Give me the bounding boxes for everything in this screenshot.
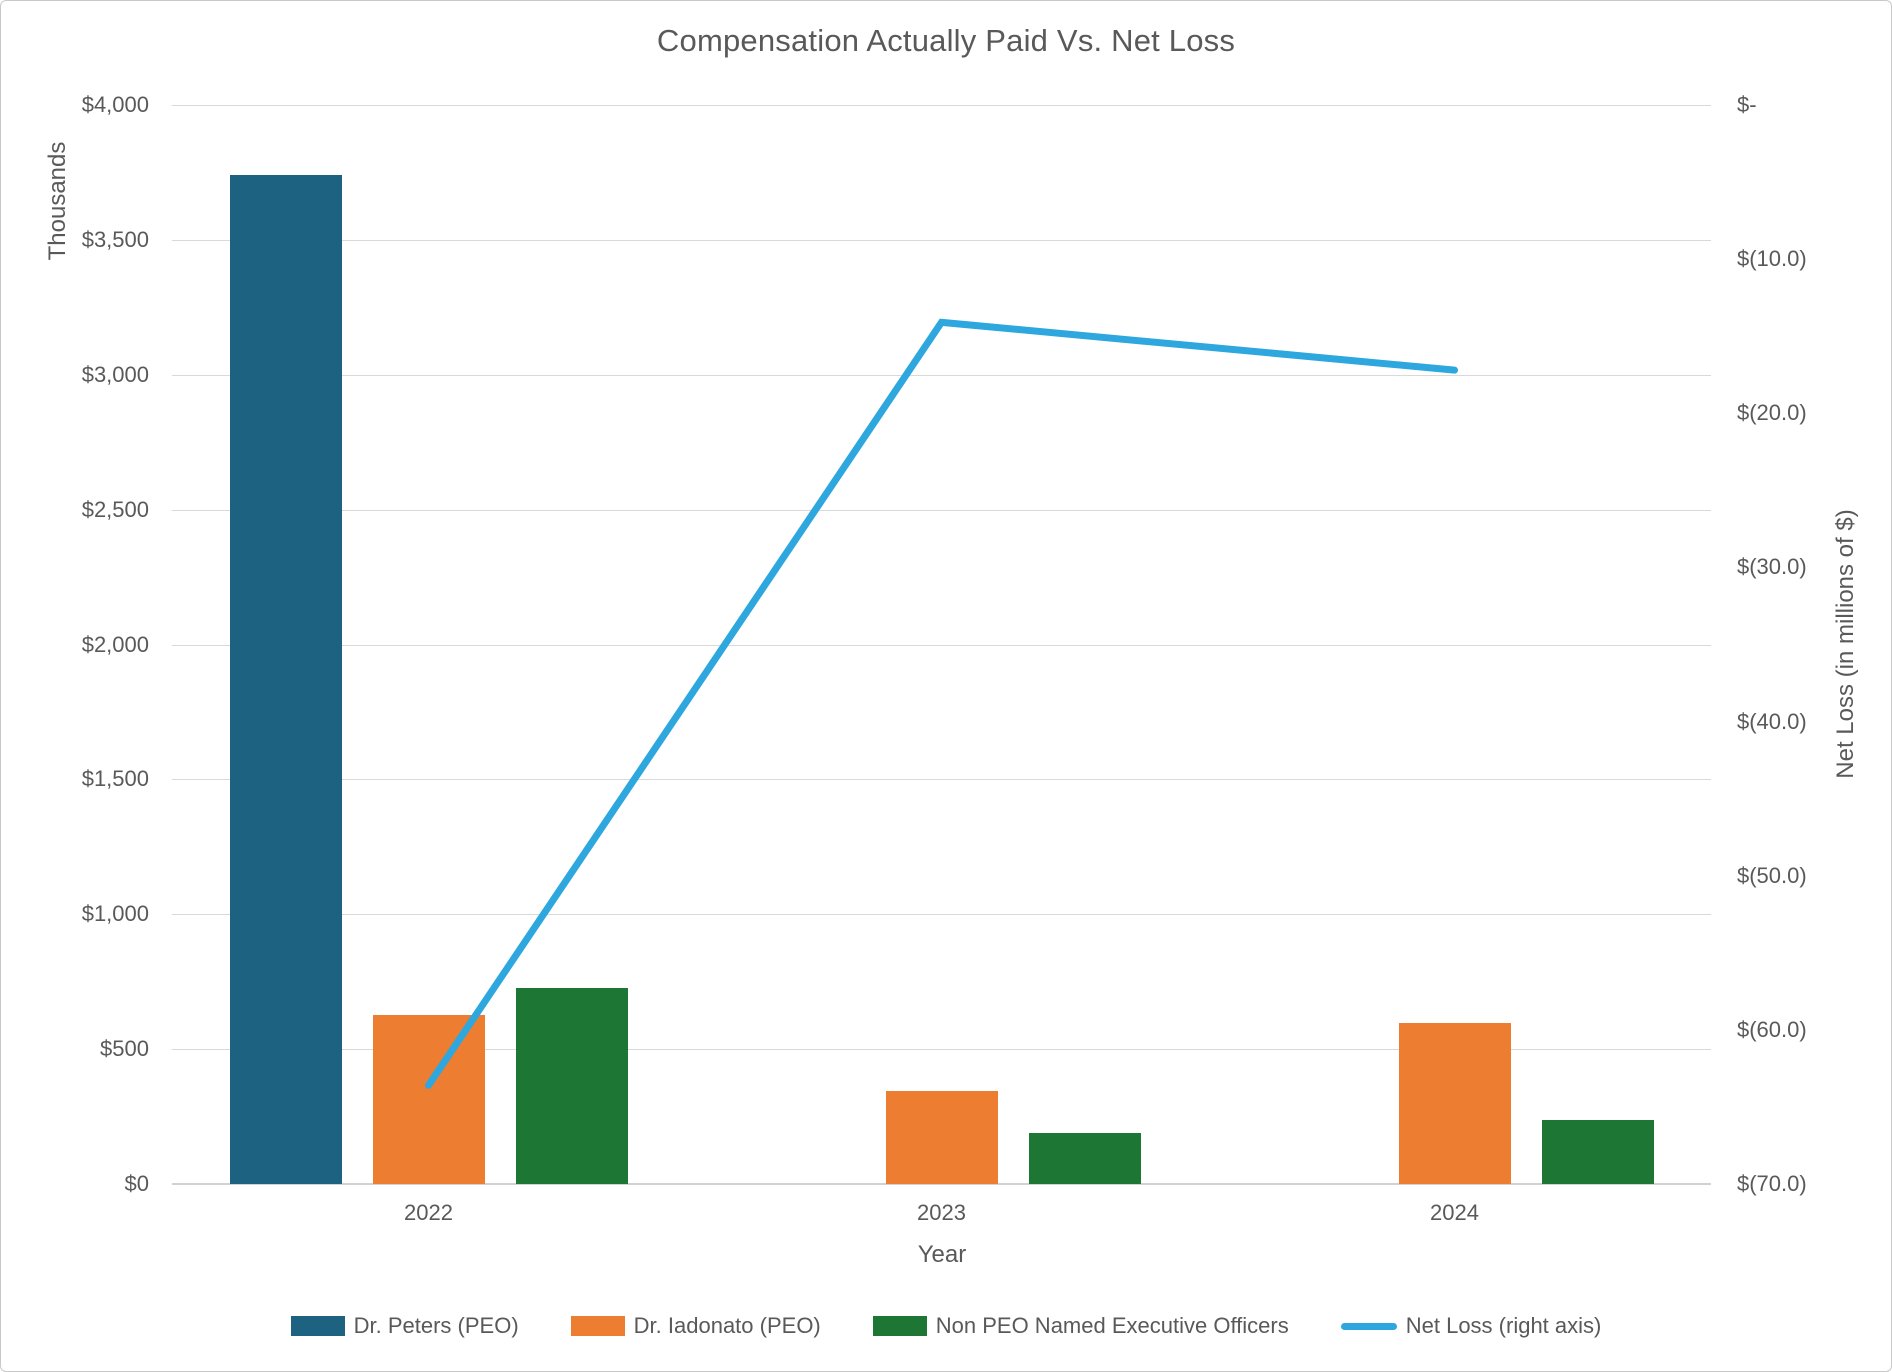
legend-label-non-peo-named-executive-officers: Non PEO Named Executive Officers	[935, 1313, 1289, 1338]
bar-non-peo-named-executive-officers-2022	[515, 988, 628, 1184]
bar-non-peo-named-executive-officers-2024	[1541, 1119, 1654, 1184]
legend-label-net-loss-right-axis: Net Loss (right axis)	[1405, 1313, 1602, 1338]
left-axis-tick-label: $0	[124, 1171, 149, 1196]
left-axis-tick-label: $3,000	[81, 361, 149, 387]
gridline	[172, 239, 1711, 241]
right-axis-tick-label: $(50.0)	[1737, 862, 1807, 888]
gridline	[172, 779, 1711, 781]
gridline	[172, 105, 1711, 106]
right-axis-title: Net Loss (in millions of $)	[1832, 509, 1859, 779]
legend-item-dr-iadonato-peo: Dr. Iadonato (PEO)	[570, 1313, 821, 1339]
left-axis-tick-label: $500	[100, 1036, 149, 1062]
left-axis-tick-label: $2,000	[81, 631, 149, 657]
x-axis-line	[172, 1183, 1711, 1185]
right-axis-tick-label: $(20.0)	[1737, 400, 1807, 426]
legend-swatch-net-loss-right-axis	[1340, 1322, 1397, 1330]
gridline	[172, 509, 1711, 511]
legend-item-net-loss-right-axis: Net Loss (right axis)	[1340, 1313, 1602, 1339]
bar-dr-iadonato-peo-2023	[885, 1090, 998, 1184]
x-axis-label-2023: 2023	[917, 1200, 966, 1225]
plot-area	[172, 105, 1711, 1185]
right-axis-tick-label: $(40.0)	[1737, 708, 1807, 734]
gridline	[172, 1049, 1711, 1051]
x-axis-label-2022: 2022	[404, 1200, 453, 1225]
net-loss-line-layer	[425, 318, 1458, 1089]
bar-dr-peters-peo-2022	[229, 175, 342, 1184]
legend-label-dr-iadonato-peo: Dr. Iadonato (PEO)	[633, 1313, 821, 1338]
legend: Dr. Peters (PEO) Dr. Iadonato (PEO) Non PE…	[1, 1313, 1891, 1339]
gridline	[172, 914, 1711, 916]
right-axis-tick-label: $(70.0)	[1737, 1171, 1807, 1196]
x-axis-label-2024: 2024	[1430, 1200, 1479, 1225]
bar-dr-iadonato-peo-2022	[372, 1015, 485, 1184]
right-axis-tick-label: $(60.0)	[1737, 1016, 1807, 1042]
left-axis-tick-label: $1,000	[81, 901, 149, 927]
left-axis-tick-label: $2,500	[81, 496, 149, 522]
chart-title: Compensation Actually Paid Vs. Net Loss	[656, 23, 1236, 58]
left-axis-tick-label: $1,500	[81, 766, 149, 792]
legend-swatch-dr-peters-peo	[290, 1316, 345, 1336]
right-axis-tick-label: $-	[1737, 92, 1757, 117]
left-axis-tick-label: $4,000	[81, 92, 149, 117]
net-loss-line	[425, 318, 1458, 1089]
right-axis-tick-label: $(10.0)	[1737, 246, 1807, 272]
legend-item-non-peo-named-executive-officers: Non PEO Named Executive Officers	[872, 1313, 1289, 1339]
legend-item-dr-peters-peo: Dr. Peters (PEO)	[290, 1313, 519, 1339]
left-axis-tick-label: $3,500	[81, 226, 149, 252]
gridline	[172, 374, 1711, 376]
legend-label-dr-peters-peo: Dr. Peters (PEO)	[353, 1313, 519, 1338]
bar-non-peo-named-executive-officers-2023	[1028, 1132, 1141, 1184]
x-axis-title: Year	[917, 1241, 967, 1268]
legend-swatch-non-peo-named-executive-officers	[872, 1316, 927, 1336]
legend-swatch-dr-iadonato-peo	[570, 1316, 625, 1336]
bar-dr-iadonato-peo-2024	[1398, 1022, 1511, 1184]
right-axis-tick-label: $(30.0)	[1737, 554, 1807, 580]
gridline	[172, 644, 1711, 646]
